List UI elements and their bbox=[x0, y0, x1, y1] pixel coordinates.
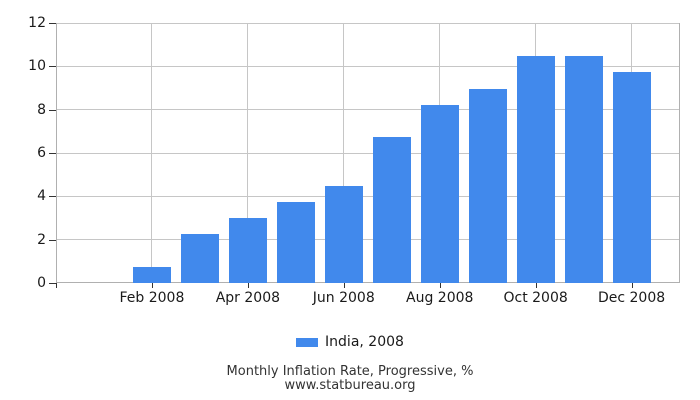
y-tick-mark bbox=[49, 283, 56, 284]
bar-apr-2008 bbox=[228, 218, 267, 283]
y-tick-label: 12 bbox=[28, 15, 46, 31]
v-gridline bbox=[247, 23, 249, 283]
y-tick-mark bbox=[49, 239, 56, 241]
bar-sep-2008 bbox=[468, 89, 507, 283]
y-tick-mark bbox=[49, 153, 56, 154]
y-tick-label: 0 bbox=[37, 275, 46, 291]
x-tick-label: Jun 2008 bbox=[312, 290, 375, 306]
y-tick-label: 6 bbox=[37, 145, 46, 161]
y-tick-label: 4 bbox=[37, 188, 46, 205]
bar-mar-2008 bbox=[180, 234, 219, 283]
chart-legend: India, 2008 bbox=[0, 334, 700, 350]
h-gridline bbox=[56, 152, 680, 154]
y-tick-mark bbox=[49, 196, 56, 198]
x-tick-mark bbox=[439, 283, 441, 288]
v-gridline bbox=[343, 23, 345, 283]
y-tick-label: 2 bbox=[37, 231, 46, 248]
x-tick-mark bbox=[151, 283, 153, 288]
x-tick-mark bbox=[535, 283, 537, 288]
bar-nov-2008 bbox=[564, 55, 603, 283]
chart-source-url: www.statbureau.org bbox=[284, 378, 416, 393]
x-tick-label: Oct 2008 bbox=[503, 290, 568, 306]
x-tick-mark bbox=[247, 283, 249, 288]
x-tick-label: Feb 2008 bbox=[119, 290, 185, 306]
x-tick-mark bbox=[343, 283, 345, 288]
y-tick-mark bbox=[49, 23, 56, 24]
chart-footer: Monthly Inflation Rate, Progressive, % w… bbox=[0, 365, 700, 393]
bar-feb-2008 bbox=[132, 266, 171, 283]
h-gridline bbox=[56, 239, 680, 241]
bar-jun-2008 bbox=[324, 185, 363, 283]
h-gridline bbox=[56, 195, 680, 197]
x-tick-mark bbox=[631, 283, 633, 288]
legend-series-label: India, 2008 bbox=[325, 334, 404, 350]
x-tick-label: Dec 2008 bbox=[597, 290, 666, 306]
bar-aug-2008 bbox=[420, 104, 459, 283]
bar-dec-2008 bbox=[612, 71, 651, 283]
bar-may-2008 bbox=[276, 202, 315, 283]
x-tick-label: Aug 2008 bbox=[406, 290, 474, 306]
h-gridline bbox=[56, 109, 680, 111]
chart-title: Monthly Inflation Rate, Progressive, % bbox=[226, 364, 474, 379]
v-gridline bbox=[151, 23, 153, 283]
y-tick-mark bbox=[49, 109, 56, 111]
plot-right-border bbox=[679, 23, 680, 283]
x-tick-mark bbox=[56, 283, 57, 288]
bar-oct-2008 bbox=[516, 55, 555, 283]
x-axis-line bbox=[56, 282, 680, 283]
y-tick-label: 8 bbox=[37, 101, 46, 118]
y-axis-line bbox=[55, 23, 57, 283]
legend-color-swatch bbox=[296, 337, 319, 347]
plot-area bbox=[55, 22, 680, 283]
bar-jul-2008 bbox=[372, 136, 411, 283]
x-tick-label: Apr 2008 bbox=[215, 290, 281, 306]
h-gridline bbox=[56, 65, 680, 67]
y-tick-mark bbox=[49, 66, 56, 68]
h-gridline bbox=[56, 22, 680, 24]
y-tick-label: 10 bbox=[28, 58, 46, 75]
